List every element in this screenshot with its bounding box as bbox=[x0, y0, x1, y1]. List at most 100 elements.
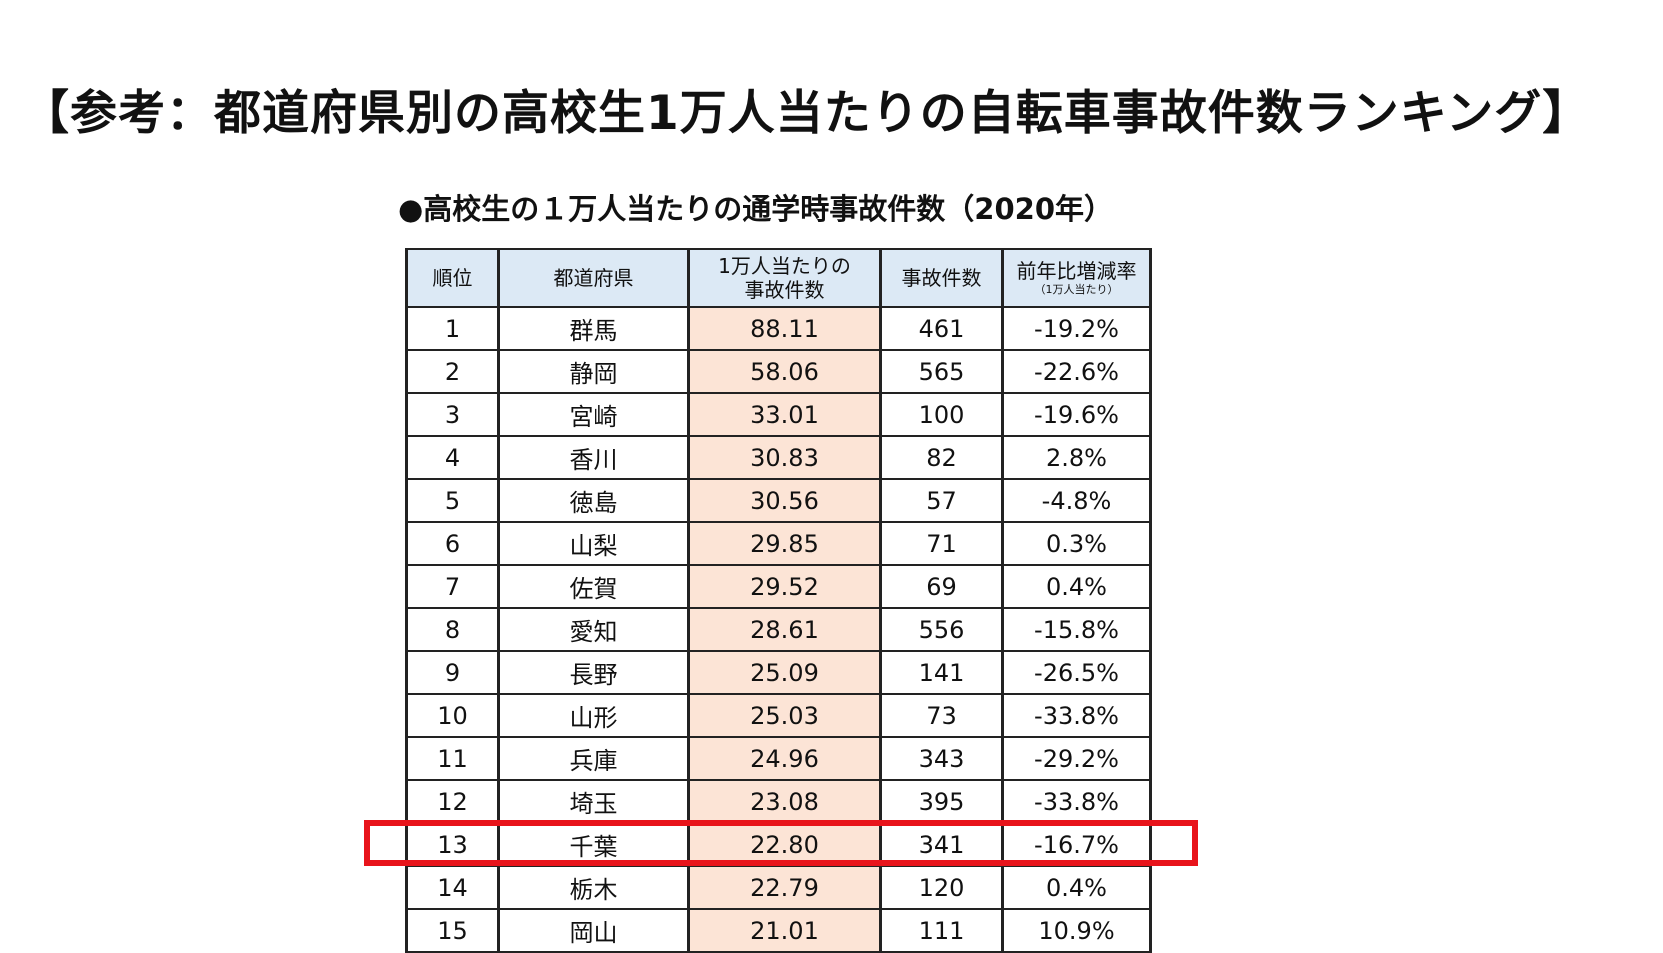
cell-prefecture: 埼玉 bbox=[497, 779, 690, 824]
cell-count: 565 bbox=[879, 349, 1004, 394]
cell-prefecture: 愛知 bbox=[497, 607, 690, 652]
cell-change: -33.8% bbox=[1001, 779, 1152, 824]
cell-prefecture: 佐賀 bbox=[497, 564, 690, 609]
cell-rate: 22.80 bbox=[687, 822, 882, 867]
cell-rank: 11 bbox=[405, 736, 500, 781]
cell-rank: 2 bbox=[405, 349, 500, 394]
cell-change: 0.4% bbox=[1001, 564, 1152, 609]
cell-change: -33.8% bbox=[1001, 693, 1152, 738]
cell-change: 10.9% bbox=[1001, 908, 1152, 953]
cell-prefecture: 群馬 bbox=[497, 306, 690, 351]
cell-count: 343 bbox=[879, 736, 1004, 781]
cell-change: -19.6% bbox=[1001, 392, 1152, 437]
cell-prefecture: 香川 bbox=[497, 435, 690, 480]
cell-count: 71 bbox=[879, 521, 1004, 566]
column-header-rate-line1: 1万人当たりの bbox=[718, 254, 851, 278]
cell-prefecture: 山形 bbox=[497, 693, 690, 738]
cell-rate: 25.03 bbox=[687, 693, 882, 738]
column-header-prefecture: 都道府県 bbox=[497, 248, 690, 308]
cell-count: 100 bbox=[879, 392, 1004, 437]
cell-rate: 24.96 bbox=[687, 736, 882, 781]
table-row: 5 徳島 30.56 57 -4.8% bbox=[405, 478, 1152, 523]
cell-rank: 6 bbox=[405, 521, 500, 566]
cell-change: -16.7% bbox=[1001, 822, 1152, 867]
cell-change: -26.5% bbox=[1001, 650, 1152, 695]
table-row: 11 兵庫 24.96 343 -29.2% bbox=[405, 736, 1152, 781]
column-header-rank: 順位 bbox=[405, 248, 500, 308]
cell-rate: 30.56 bbox=[687, 478, 882, 523]
table-row: 10 山形 25.03 73 -33.8% bbox=[405, 693, 1152, 738]
table-row: 2 静岡 58.06 565 -22.6% bbox=[405, 349, 1152, 394]
cell-rank: 14 bbox=[405, 865, 500, 910]
table-row: 8 愛知 28.61 556 -15.8% bbox=[405, 607, 1152, 652]
table-row: 9 長野 25.09 141 -26.5% bbox=[405, 650, 1152, 695]
cell-count: 82 bbox=[879, 435, 1004, 480]
cell-rank: 7 bbox=[405, 564, 500, 609]
cell-rate: 58.06 bbox=[687, 349, 882, 394]
column-header-change: 前年比増減率 （1万人当たり） bbox=[1001, 248, 1152, 308]
column-header-rate: 1万人当たりの 事故件数 bbox=[687, 248, 882, 308]
cell-prefecture: 兵庫 bbox=[497, 736, 690, 781]
cell-change: -29.2% bbox=[1001, 736, 1152, 781]
cell-rate: 25.09 bbox=[687, 650, 882, 695]
cell-prefecture: 山梨 bbox=[497, 521, 690, 566]
cell-count: 111 bbox=[879, 908, 1004, 953]
table-row: 3 宮崎 33.01 100 -19.6% bbox=[405, 392, 1152, 437]
cell-prefecture: 岡山 bbox=[497, 908, 690, 953]
ranking-table: 順位 都道府県 1万人当たりの 事故件数 事故件数 前年比増減率 （1万人当たり… bbox=[405, 248, 1152, 953]
column-header-rate-line2: 事故件数 bbox=[744, 278, 825, 302]
cell-rank: 1 bbox=[405, 306, 500, 351]
cell-rate: 29.85 bbox=[687, 521, 882, 566]
page-heading: 【参考：都道府県別の高校生1万人当たりの自転車事故件数ランキング】 bbox=[22, 86, 1591, 141]
cell-count: 73 bbox=[879, 693, 1004, 738]
cell-change: -22.6% bbox=[1001, 349, 1152, 394]
cell-prefecture: 徳島 bbox=[497, 478, 690, 523]
table-row: 14 栃木 22.79 120 0.4% bbox=[405, 865, 1152, 910]
table-header-row: 順位 都道府県 1万人当たりの 事故件数 事故件数 前年比増減率 （1万人当たり… bbox=[405, 248, 1152, 308]
cell-rate: 21.01 bbox=[687, 908, 882, 953]
table-row: 4 香川 30.83 82 2.8% bbox=[405, 435, 1152, 480]
cell-rank: 12 bbox=[405, 779, 500, 824]
cell-prefecture: 静岡 bbox=[497, 349, 690, 394]
table-row: 1 群馬 88.11 461 -19.2% bbox=[405, 306, 1152, 351]
cell-rank: 10 bbox=[405, 693, 500, 738]
table-row: 7 佐賀 29.52 69 0.4% bbox=[405, 564, 1152, 609]
cell-count: 120 bbox=[879, 865, 1004, 910]
cell-change: 0.3% bbox=[1001, 521, 1152, 566]
table-title: ●高校生の１万人当たりの通学時事故件数（2020年） bbox=[398, 192, 1114, 226]
cell-rank: 9 bbox=[405, 650, 500, 695]
cell-rank: 4 bbox=[405, 435, 500, 480]
cell-change: 0.4% bbox=[1001, 865, 1152, 910]
highlight-box-chiba bbox=[364, 820, 1198, 866]
cell-change: -19.2% bbox=[1001, 306, 1152, 351]
cell-rate: 30.83 bbox=[687, 435, 882, 480]
cell-rate: 28.61 bbox=[687, 607, 882, 652]
cell-rank: 15 bbox=[405, 908, 500, 953]
cell-count: 69 bbox=[879, 564, 1004, 609]
cell-rank: 3 bbox=[405, 392, 500, 437]
column-header-count: 事故件数 bbox=[879, 248, 1004, 308]
cell-count: 556 bbox=[879, 607, 1004, 652]
cell-rate: 29.52 bbox=[687, 564, 882, 609]
column-header-change-label: 前年比増減率 bbox=[1016, 259, 1137, 283]
table-row: 12 埼玉 23.08 395 -33.8% bbox=[405, 779, 1152, 824]
table-row: 15 岡山 21.01 111 10.9% bbox=[405, 908, 1152, 953]
cell-rate: 33.01 bbox=[687, 392, 882, 437]
cell-change: -4.8% bbox=[1001, 478, 1152, 523]
cell-change: 2.8% bbox=[1001, 435, 1152, 480]
cell-rate: 22.79 bbox=[687, 865, 882, 910]
table-row: 6 山梨 29.85 71 0.3% bbox=[405, 521, 1152, 566]
cell-change: -15.8% bbox=[1001, 607, 1152, 652]
cell-count: 141 bbox=[879, 650, 1004, 695]
cell-count: 395 bbox=[879, 779, 1004, 824]
cell-count: 461 bbox=[879, 306, 1004, 351]
cell-count: 57 bbox=[879, 478, 1004, 523]
cell-rate: 23.08 bbox=[687, 779, 882, 824]
column-header-change-sub: （1万人当たり） bbox=[1034, 283, 1119, 296]
cell-rank: 8 bbox=[405, 607, 500, 652]
cell-prefecture: 千葉 bbox=[497, 822, 690, 867]
cell-rank: 13 bbox=[405, 822, 500, 867]
cell-rank: 5 bbox=[405, 478, 500, 523]
cell-rate: 88.11 bbox=[687, 306, 882, 351]
cell-prefecture: 宮崎 bbox=[497, 392, 690, 437]
